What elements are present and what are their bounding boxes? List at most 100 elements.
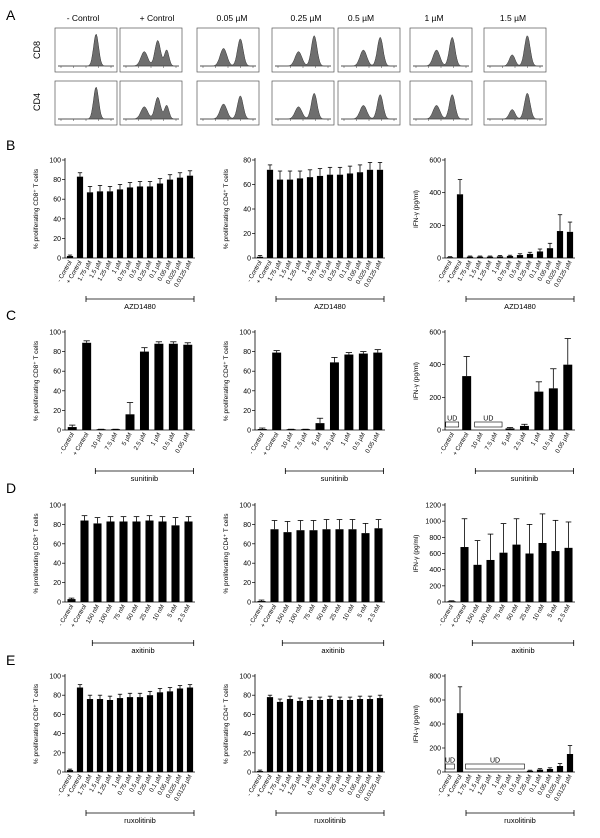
bar (145, 520, 154, 602)
flow-histogram-cd4-5 (409, 80, 473, 126)
bar (566, 754, 574, 772)
bar (106, 521, 115, 602)
y-tick-label: 100 (239, 674, 251, 681)
bar (546, 248, 554, 258)
y-tick-label: 200 (429, 583, 441, 590)
ud-label: UD (445, 758, 455, 765)
y-tick-label: 20 (53, 408, 61, 415)
bar (516, 255, 524, 258)
y-tick-label: 60 (53, 712, 61, 719)
bar (519, 425, 529, 430)
y-tick-label: 100 (239, 503, 251, 510)
flow-histogram-cd8-2 (196, 27, 260, 73)
bar (186, 687, 194, 772)
bar (276, 701, 284, 772)
flow-condition-labels: - Control + Control 0.05 µM 0.25 µM 0.5 … (67, 13, 526, 23)
bar (146, 695, 154, 772)
bar (154, 343, 164, 430)
bar (86, 192, 94, 258)
y-tick-label: 600 (429, 330, 441, 337)
bar (496, 256, 504, 258)
bar (126, 697, 134, 772)
bar (306, 177, 314, 258)
bar (356, 172, 364, 258)
bar (186, 175, 194, 258)
flow-row-label-cd8: CD8 (32, 41, 42, 59)
bar (266, 697, 274, 772)
y-tick-label: 0 (247, 428, 251, 435)
y-tick-label: 0 (57, 256, 61, 263)
bar (66, 770, 74, 772)
ud-box (445, 421, 460, 428)
bar (526, 253, 534, 258)
drug-label: sunitinib (511, 474, 539, 483)
bar (306, 700, 314, 772)
bar (286, 699, 294, 772)
drug-label: axitinib (131, 646, 154, 655)
bar (336, 700, 344, 772)
bar (146, 186, 154, 258)
bar (326, 699, 334, 772)
category-label: 10 nM (342, 604, 357, 622)
panel-label-d: D (6, 480, 16, 496)
bar (358, 353, 368, 430)
flow-condition-4: 0.5 µM (348, 13, 374, 23)
y-tick-label: 80 (243, 158, 251, 165)
bar (276, 179, 284, 258)
bar (270, 529, 279, 602)
y-tick-label: 60 (53, 197, 61, 204)
y-tick-label: 100 (49, 674, 61, 681)
chart-E2: 0 20 40 60 80 100 % proliferating CD4⁺ T cells… (223, 674, 385, 825)
y-axis-label: % proliferating CD4⁺ T cells (223, 683, 230, 764)
y-tick-label: 80 (53, 177, 61, 184)
bar (534, 391, 544, 430)
bar (346, 173, 354, 258)
y-tick-label: 80 (53, 349, 61, 356)
flow-histogram-cd8-4 (337, 27, 401, 73)
y-axis-label: % proliferating CD8⁺ T cells (33, 340, 40, 421)
y-tick-label: 100 (49, 158, 61, 165)
bar (466, 256, 474, 258)
y-axis-label: IFN-γ (pg/ml) (413, 362, 420, 400)
y-tick-label: 80 (243, 693, 251, 700)
bar (67, 427, 77, 430)
bar (86, 699, 94, 772)
y-tick-label: 400 (429, 362, 441, 369)
flow-condition-0: - Control (67, 13, 100, 23)
bar (525, 553, 534, 602)
y-tick-label: 0 (247, 770, 251, 777)
flow-histogram-cd8-1 (119, 27, 183, 73)
bar (526, 770, 534, 772)
bar (315, 423, 325, 430)
bar (116, 189, 124, 258)
y-tick-label: 200 (429, 746, 441, 753)
bar (536, 251, 544, 258)
category-label: 10 µM (90, 432, 105, 451)
bar (166, 179, 174, 258)
flow-histogram-cd4-4 (337, 80, 401, 126)
bar (460, 547, 469, 602)
bar (344, 354, 354, 430)
y-tick-label: 800 (429, 674, 441, 681)
y-tick-label: 800 (429, 535, 441, 542)
y-axis-label: % proliferating CD8⁺ T cells (33, 513, 40, 594)
bar (476, 256, 484, 258)
ud-box (465, 763, 525, 770)
bar (156, 692, 164, 772)
category-label: 5 µM (121, 432, 134, 448)
y-tick-label: 20 (53, 580, 61, 587)
drug-label: ruxolitinib (504, 816, 536, 825)
bar (538, 542, 547, 602)
bar (335, 529, 344, 602)
bar (296, 178, 304, 259)
category-label: 1 µM (530, 432, 543, 448)
chart-C1: 0 20 40 60 80 100 % proliferating CD8⁺ T cells… (33, 330, 195, 483)
chart-E1: 0 20 40 60 80 100 % proliferating CD8⁺ T cells… (33, 674, 195, 825)
y-tick-label: 40 (243, 388, 251, 395)
bar (132, 521, 141, 602)
category-label: 2.5 nM (177, 604, 193, 624)
drug-label: AZD1480 (314, 302, 346, 311)
